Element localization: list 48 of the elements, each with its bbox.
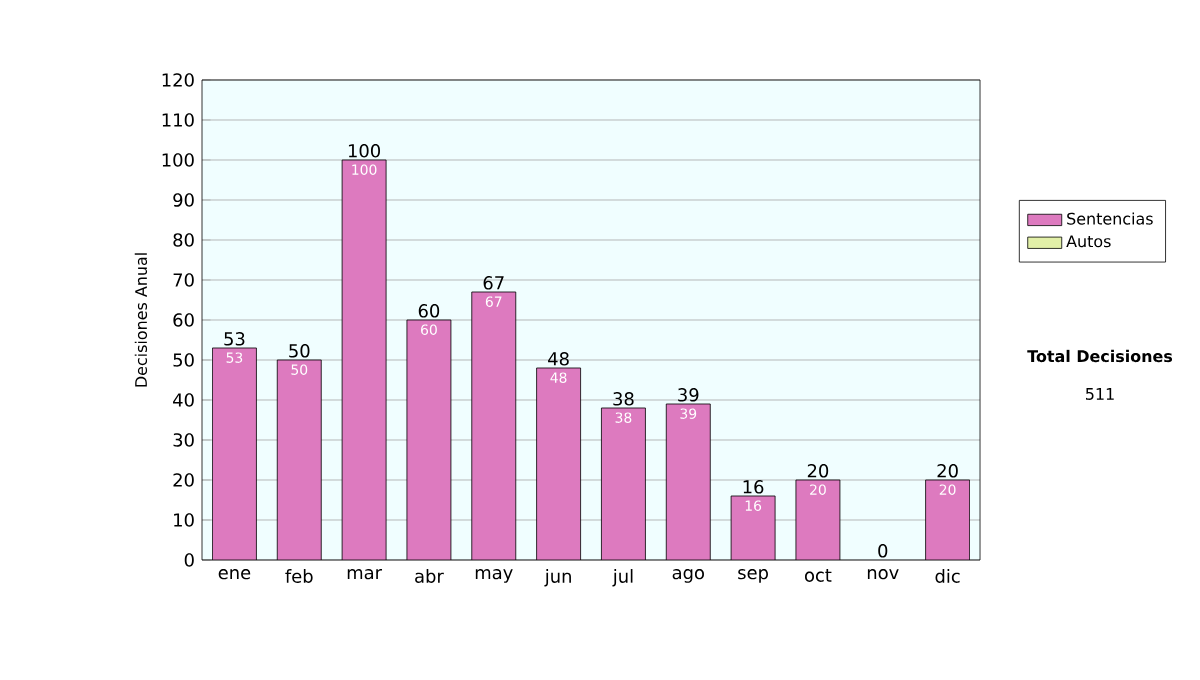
bar bbox=[342, 159, 387, 560]
total-label: 48 bbox=[548, 352, 569, 366]
x-tick-label: feb bbox=[285, 569, 313, 583]
total-label: 53 bbox=[224, 332, 245, 346]
y-tick-label: 100 bbox=[162, 153, 194, 167]
y-tick-label: 40 bbox=[173, 393, 194, 407]
y-tick-label: 110 bbox=[162, 113, 194, 127]
y-tick-label: 30 bbox=[173, 433, 194, 447]
bar bbox=[536, 368, 581, 560]
x-tick-label: jul bbox=[612, 569, 633, 587]
bar bbox=[731, 496, 776, 560]
x-tick-label: dic bbox=[935, 569, 960, 583]
total-label: 60 bbox=[418, 304, 440, 318]
bar bbox=[406, 319, 451, 560]
total-label: 0 bbox=[878, 544, 888, 558]
y-tick-label: 10 bbox=[174, 513, 194, 527]
bar bbox=[925, 479, 970, 560]
y-tick-label: 120 bbox=[162, 73, 194, 87]
total-label: 100 bbox=[348, 144, 381, 158]
x-tick-label: oct bbox=[805, 569, 832, 582]
total-label: 20 bbox=[807, 464, 829, 478]
bar bbox=[795, 480, 840, 560]
bar bbox=[277, 360, 322, 560]
y-tick-label: 50 bbox=[173, 353, 194, 367]
total-label: 39 bbox=[678, 388, 699, 402]
bar bbox=[212, 348, 257, 560]
x-tick-label: mar bbox=[347, 569, 383, 580]
total-label: 20 bbox=[937, 464, 958, 478]
x-tick-label: ene bbox=[218, 569, 251, 580]
x-tick-label: ago bbox=[672, 569, 704, 583]
total-label: 67 bbox=[483, 276, 504, 290]
x-tick-label: may bbox=[475, 569, 513, 583]
bar bbox=[666, 404, 711, 560]
total-label: 38 bbox=[613, 392, 634, 406]
bar bbox=[601, 408, 646, 560]
total-label: 50 bbox=[289, 344, 310, 358]
total-label: 16 bbox=[743, 480, 764, 494]
x-tick-label: nov bbox=[867, 569, 899, 580]
x-tick-label: sep bbox=[738, 569, 768, 583]
y-tick-label: 0 bbox=[184, 553, 194, 567]
y-tick-label: 70 bbox=[173, 273, 194, 287]
x-tick-label: abr bbox=[415, 569, 444, 583]
y-tick-label: 90 bbox=[173, 193, 194, 207]
x-tick-label: jun bbox=[544, 569, 571, 587]
y-tick-label: 60 bbox=[173, 313, 194, 327]
y-tick-label: 80 bbox=[173, 233, 194, 247]
y-tick-label: 20 bbox=[173, 473, 194, 487]
bar bbox=[471, 291, 516, 560]
